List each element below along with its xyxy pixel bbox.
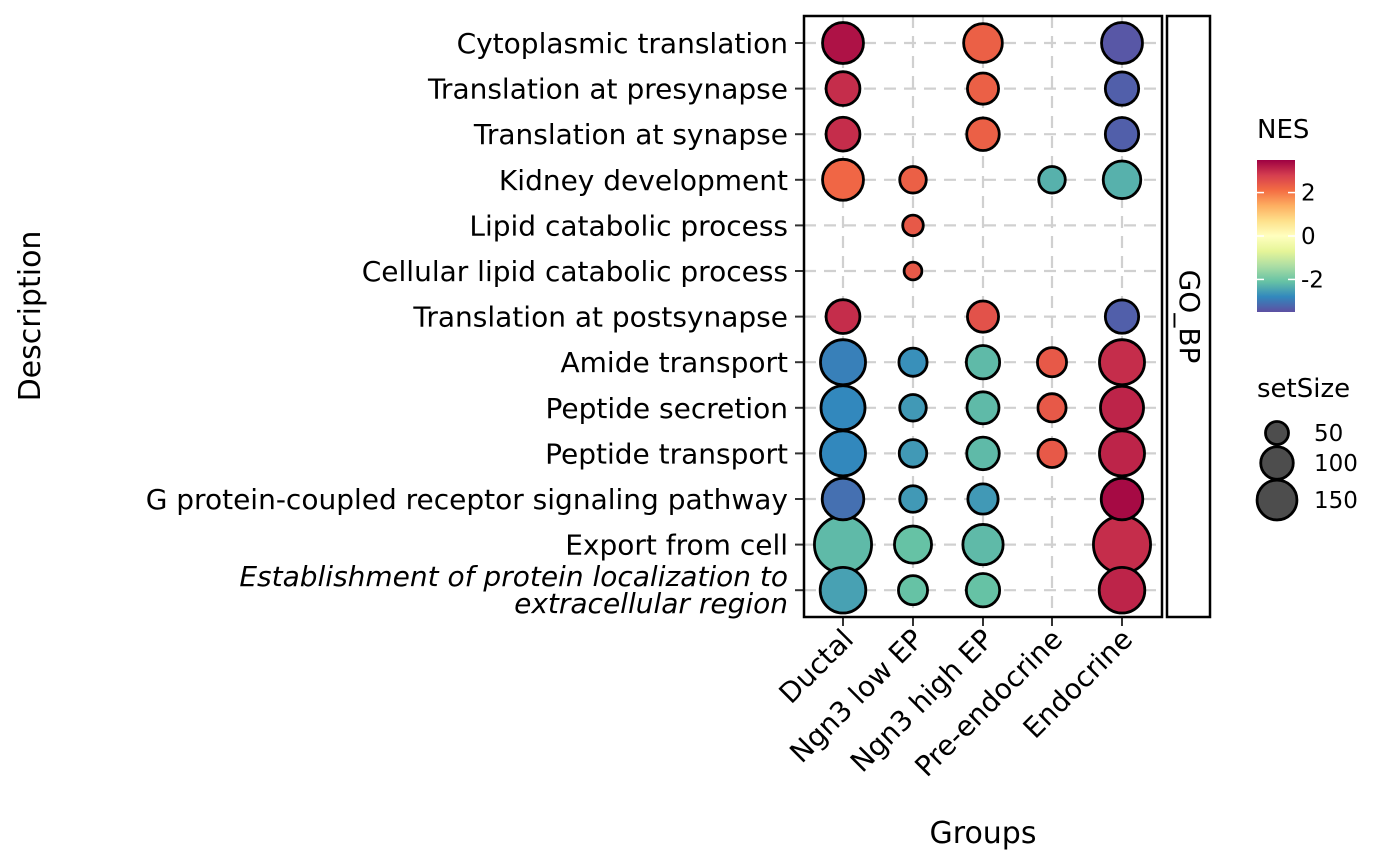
setsize-legend-label: 150 <box>1314 488 1358 514</box>
dot-pre-endocrine-kidney-development <box>1037 165 1067 195</box>
dot-ngn3-low-ep-cellular-lipid-catabolic-process <box>902 260 924 282</box>
x-axis-title: Groups <box>930 816 1037 851</box>
y-tick-label: Amide transport <box>561 346 789 379</box>
setsize-legend-circle <box>1255 478 1299 522</box>
axis-ticks <box>795 42 1123 626</box>
data-points <box>813 21 1152 615</box>
dot-ductal-translation-at-synapse <box>824 115 862 153</box>
dot-ngn3-high-ep-translation-at-presynapse <box>966 71 1000 106</box>
dot-ngn3-high-ep-peptide-secretion <box>965 390 1001 426</box>
dot-ngn3-low-ep-export-from-cell <box>893 524 933 565</box>
y-tick-label: Export from cell <box>565 529 788 562</box>
facet-strip-border <box>1165 14 1212 619</box>
dot-ductal-translation-at-presynapse <box>824 70 862 107</box>
dot-endocrine-peptide-secretion <box>1099 384 1145 431</box>
dot-endocrine-translation-at-presynapse <box>1103 70 1141 107</box>
dot-ductal-export-from-cell <box>813 514 873 575</box>
dot-ngn3-low-ep-establishment-of-protein-localization-to <box>897 574 929 607</box>
dot-ductal-cytoplasmic-translation <box>821 21 865 65</box>
dot-ductal-peptide-transport <box>819 429 867 478</box>
dot-ngn3-high-ep-translation-at-postsynapse <box>966 299 1000 334</box>
dot-ductal-g-protein-coupled-receptor-signaling-pat <box>820 476 866 522</box>
dot-endocrine-translation-at-postsynapse <box>1103 298 1141 335</box>
dot-endocrine-establishment-of-protein-localization-to <box>1097 565 1147 615</box>
dot-endocrine-peptide-transport <box>1098 429 1146 478</box>
y-tick-label: Peptide secretion <box>545 392 788 425</box>
nes-colorbar-ticks: 2 0 -2 <box>1257 181 1324 293</box>
y-tick-label: Translation at synapse <box>473 118 788 151</box>
dot-endocrine-g-protein-coupled-receptor-signaling-pat <box>1099 476 1145 522</box>
colorbar-tick-label: -2 <box>1301 267 1324 293</box>
y-tick-label: G protein-coupled receptor signaling pat… <box>146 483 788 516</box>
facet-strip-label: GO_BP <box>1173 270 1206 364</box>
y-tick-label: Lipid catabolic process <box>469 209 788 242</box>
y-tick-label: Peptide transport <box>545 437 788 470</box>
dot-pre-endocrine-amide-transport <box>1036 346 1068 379</box>
dot-endocrine-amide-transport <box>1098 338 1146 387</box>
plot-panel-border <box>802 14 1164 619</box>
y-axis-tick-labels: Cytoplasmic translation Translation at pr… <box>146 27 788 620</box>
y-tick-label-line: Establishment of protein localization to <box>239 560 788 593</box>
dot-ductal-translation-at-postsynapse <box>824 298 862 335</box>
y-tick-label: Kidney development <box>499 164 788 197</box>
dot-ngn3-high-ep-export-from-cell <box>961 523 1005 567</box>
setsize-legend-circle <box>1259 445 1295 481</box>
nes-color-legend: NES 2 0 -2 <box>1257 115 1324 312</box>
y-axis-title: Description <box>13 231 48 402</box>
dot-ngn3-high-ep-establishment-of-protein-localization-to <box>964 572 1002 609</box>
dot-endocrine-kidney-development <box>1101 159 1143 200</box>
dot-pre-endocrine-peptide-transport <box>1036 437 1068 469</box>
dot-ductal-kidney-development <box>821 157 865 202</box>
y-tick-label: Translation at postsynapse <box>412 301 788 334</box>
nes-legend-title: NES <box>1257 115 1309 145</box>
dot-ngn3-low-ep-lipid-catabolic-process <box>901 213 925 238</box>
y-tick-label: Establishment of protein localization to… <box>239 560 788 620</box>
dot-ngn3-high-ep-cytoplasmic-translation <box>962 22 1004 64</box>
dot-ductal-establishment-of-protein-localization-to <box>818 565 868 615</box>
setsize-legend-title: setSize <box>1257 374 1350 404</box>
y-tick-label: Cellular lipid catabolic process <box>362 255 788 288</box>
dot-ductal-peptide-secretion <box>819 384 867 432</box>
setsize-legend-circle <box>1264 420 1290 446</box>
setsize-legend-items: 50 100 150 <box>1255 420 1358 522</box>
dot-ngn3-high-ep-translation-at-synapse <box>965 116 1001 152</box>
y-tick-label: Cytoplasmic translation <box>457 27 788 60</box>
setsize-legend-label: 50 <box>1314 421 1343 447</box>
dot-ngn3-high-ep-g-protein-coupled-receptor-signaling-pat <box>966 482 1000 516</box>
dot-ngn3-low-ep-g-protein-coupled-receptor-signaling-pat <box>898 484 928 514</box>
dot-ngn3-high-ep-peptide-transport <box>965 435 1001 472</box>
dot-endocrine-translation-at-synapse <box>1103 116 1141 153</box>
y-tick-label: Translation at presynapse <box>427 73 788 106</box>
dot-ngn3-high-ep-amide-transport <box>964 344 1002 381</box>
y-tick-label-line: extracellular region <box>514 587 788 620</box>
setsize-legend: setSize 50 100 150 <box>1255 374 1358 522</box>
setsize-legend-label: 100 <box>1314 451 1358 477</box>
dot-endocrine-export-from-cell <box>1092 514 1152 575</box>
dot-pre-endocrine-peptide-secretion <box>1036 392 1068 424</box>
colorbar-tick-label: 0 <box>1301 224 1316 250</box>
dot-ngn3-low-ep-peptide-secretion <box>898 393 928 423</box>
dot-ngn3-low-ep-kidney-development <box>898 165 928 195</box>
colorbar-tick-label: 2 <box>1301 181 1316 207</box>
dot-ductal-amide-transport <box>819 338 867 387</box>
dot-ngn3-low-ep-amide-transport <box>897 346 929 378</box>
dot-ngn3-low-ep-peptide-transport <box>897 438 929 469</box>
dot-endocrine-cytoplasmic-translation <box>1100 21 1144 65</box>
